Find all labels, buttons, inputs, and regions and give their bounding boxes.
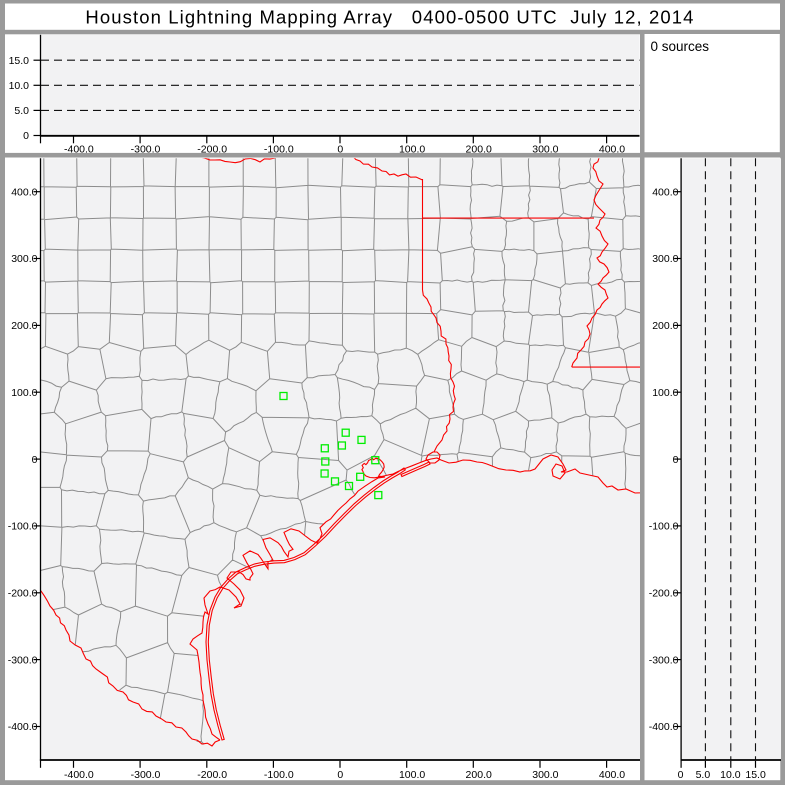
svg-text:-300.0: -300.0 <box>131 769 161 781</box>
svg-text:-400.0: -400.0 <box>649 721 679 733</box>
svg-text:0: 0 <box>337 143 343 155</box>
svg-text:-100.0: -100.0 <box>264 769 294 781</box>
svg-text:-300.0: -300.0 <box>8 654 38 666</box>
svg-text:300.0: 300.0 <box>532 143 558 155</box>
svg-text:200.0: 200.0 <box>466 143 492 155</box>
svg-text:300.0: 300.0 <box>532 769 558 781</box>
svg-text:-300.0: -300.0 <box>131 143 161 155</box>
svg-text:-100.0: -100.0 <box>649 521 679 533</box>
svg-text:100.0: 100.0 <box>652 387 678 399</box>
svg-text:0: 0 <box>23 130 29 142</box>
svg-text:0: 0 <box>32 454 38 466</box>
svg-text:400.0: 400.0 <box>599 769 625 781</box>
svg-text:15.0: 15.0 <box>9 55 30 67</box>
svg-text:0: 0 <box>673 454 679 466</box>
svg-text:-200.0: -200.0 <box>197 769 227 781</box>
svg-text:300.0: 300.0 <box>11 253 37 265</box>
svg-text:5.0: 5.0 <box>696 769 711 781</box>
svg-text:-200.0: -200.0 <box>197 143 227 155</box>
svg-text:10.0: 10.0 <box>720 769 741 781</box>
svg-text:400.0: 400.0 <box>652 186 678 198</box>
svg-text:200.0: 200.0 <box>652 320 678 332</box>
svg-text:-100.0: -100.0 <box>8 521 38 533</box>
svg-text:100.0: 100.0 <box>399 143 425 155</box>
svg-text:0: 0 <box>678 769 684 781</box>
svg-text:100.0: 100.0 <box>399 769 425 781</box>
svg-text:-100.0: -100.0 <box>264 143 294 155</box>
svg-text:5.0: 5.0 <box>14 105 29 117</box>
svg-text:300.0: 300.0 <box>652 253 678 265</box>
svg-text:10.0: 10.0 <box>9 80 30 92</box>
svg-text:-300.0: -300.0 <box>649 654 679 666</box>
svg-text:200.0: 200.0 <box>466 769 492 781</box>
svg-text:0: 0 <box>337 769 343 781</box>
svg-text:400.0: 400.0 <box>599 143 625 155</box>
svg-text:-200.0: -200.0 <box>649 588 679 600</box>
svg-text:15.0: 15.0 <box>745 769 766 781</box>
svg-text:0 sources: 0 sources <box>651 39 710 54</box>
svg-text:100.0: 100.0 <box>11 387 37 399</box>
svg-text:-400.0: -400.0 <box>64 769 94 781</box>
svg-text:-200.0: -200.0 <box>8 588 38 600</box>
svg-text:-400.0: -400.0 <box>64 143 94 155</box>
svg-text:400.0: 400.0 <box>11 186 37 198</box>
svg-text:200.0: 200.0 <box>11 320 37 332</box>
svg-text:Houston Lightning Mapping Arra: Houston Lightning Mapping Array 0400-050… <box>85 7 694 28</box>
svg-text:-400.0: -400.0 <box>8 721 38 733</box>
